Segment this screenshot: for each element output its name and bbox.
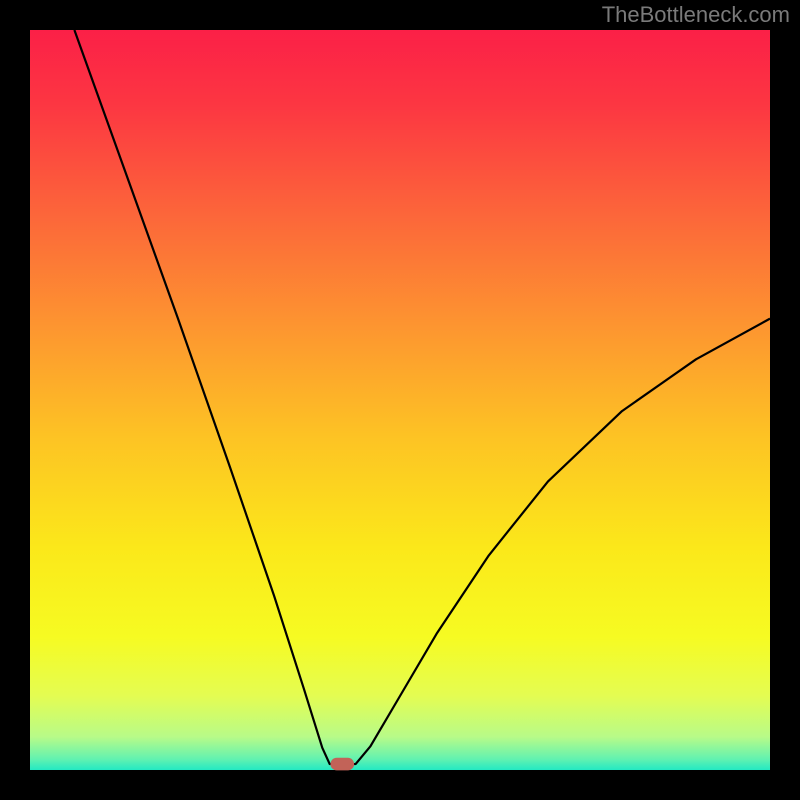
bottleneck-curve-chart	[0, 0, 800, 800]
chart-container: TheBottleneck.com	[0, 0, 800, 800]
watermark-text: TheBottleneck.com	[602, 2, 790, 28]
optimal-point-marker	[330, 758, 354, 771]
plot-area	[30, 30, 770, 770]
